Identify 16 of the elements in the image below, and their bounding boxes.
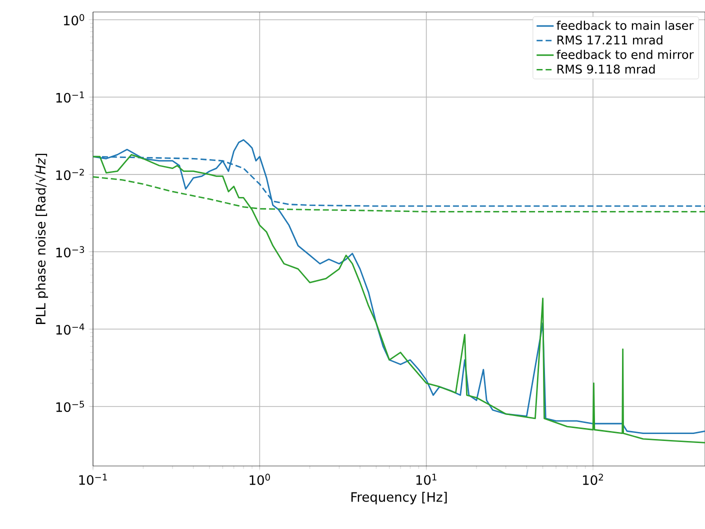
y-axis-title: PLL phase noise [Rad/√Hz] (34, 154, 48, 324)
y-tick-label: 10$^{−4}$ (56, 324, 84, 335)
legend-label: feedback to main laser (556, 20, 694, 30)
legend-label: RMS 9.118 mrad (557, 64, 655, 74)
y-tick-label: 10$^{−5}$ (56, 400, 84, 412)
x-tick-label: 10$^{0}$ (250, 474, 270, 486)
x-axis-title: Frequency [Hz] (351, 492, 447, 504)
x-tick-label: 10$^{2}$ (583, 474, 603, 486)
y-tick-label: 10$^{−2}$ (56, 168, 84, 180)
x-tick-label: 10$^{−1}$ (79, 474, 107, 485)
y-tick-label: 10$^{0}$ (64, 14, 84, 26)
x-tick-label: 10$^{1}$ (416, 474, 436, 485)
legend-label: feedback to end mirror (556, 50, 694, 60)
legend-label: RMS 17.211 mrad (557, 35, 662, 45)
y-tick-label: 10$^{−3}$ (56, 246, 84, 258)
y-tick-label: 10$^{−1}$ (56, 92, 84, 103)
